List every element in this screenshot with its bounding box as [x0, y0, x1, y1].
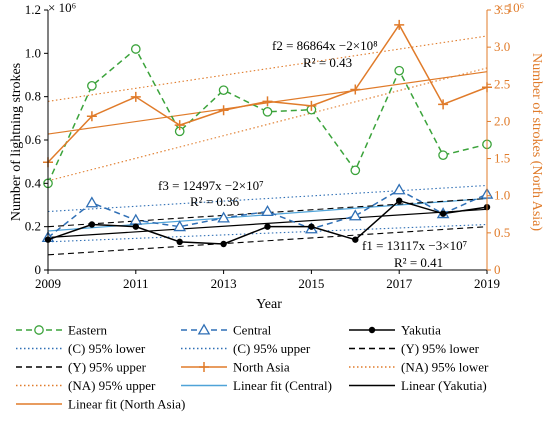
data-point-eastern: [130, 44, 141, 54]
legend-label-north-asia: North Asia: [233, 360, 290, 375]
annotation-f3-r2: R² = 0.36: [190, 194, 240, 209]
fit-line-y-95-upper: [47, 197, 488, 228]
legend-marker-north-asia: [199, 362, 209, 372]
right-axis-multiplier: × 10⁶: [496, 0, 524, 15]
y-left-tick-label: 1.0: [25, 45, 41, 60]
data-point-yakutia: [352, 236, 359, 243]
x-tick-label: 2019: [474, 276, 500, 291]
y-left-tick-label: 0.4: [25, 175, 42, 190]
legend-marker-central: [197, 323, 211, 335]
legend-label-y-95-lower: (Y) 95% lower: [401, 341, 480, 356]
annotation-f3-equation: f3 = 12497x −2×10⁷: [158, 178, 264, 193]
legend-label-c-95-upper: (C) 95% upper: [233, 341, 311, 356]
legend-label-y-95-upper: (Y) 95% upper: [68, 360, 147, 375]
data-point-north-asia: [174, 120, 185, 131]
legend-marker-eastern: [34, 325, 44, 335]
data-point-north-asia: [262, 96, 273, 107]
data-point-yakutia: [88, 221, 96, 228]
legend-label-na-95-upper: (NA) 95% upper: [68, 378, 156, 393]
y-left-tick-label: 1.2: [25, 2, 41, 17]
fit-lines-group: [47, 35, 488, 256]
y-right-tick-label: 2.0: [494, 113, 510, 128]
data-point-north-asia: [394, 19, 405, 30]
y-left-tick-label: 0.8: [25, 89, 41, 104]
annotation-f1-equation: f1 = 13117x −3×10⁷: [362, 238, 467, 253]
fit-line-na-95-upper: [47, 35, 488, 102]
y-right-tick-label: 3.5: [494, 2, 510, 17]
y-axis-left-title: Number of lightning strokes: [9, 63, 24, 221]
x-axis-title: Year: [256, 297, 282, 312]
data-point-eastern: [218, 85, 229, 96]
legend-label-eastern: Eastern: [68, 323, 107, 338]
data-point-central: [217, 211, 230, 223]
y-left-tick-label: 0.2: [25, 219, 41, 234]
y-left-tick-label: 0.6: [25, 132, 42, 147]
data-point-north-asia: [438, 99, 449, 110]
data-point-yakutia: [396, 197, 403, 204]
data-point-north-asia: [350, 84, 361, 95]
data-point-yakutia: [308, 223, 315, 230]
y-axis-right-title: Number of strokes (North Asia): [529, 53, 544, 231]
y-left-tick-label: 0: [35, 262, 42, 277]
legend-label-na-95-lower: (NA) 95% lower: [401, 360, 489, 375]
annotation-f2-equation: f2 = 86864x −2×10⁸: [272, 38, 378, 53]
data-point-north-asia: [306, 100, 317, 111]
data-point-yakutia: [264, 223, 271, 230]
data-point-central: [129, 213, 143, 225]
data-point-central: [261, 204, 274, 217]
annotation-f2-r2: R² = 0.43: [303, 55, 352, 70]
y-right-tick-label: 0.5: [494, 225, 510, 240]
data-point-eastern: [87, 80, 97, 91]
fit-line-c-95-lower: [47, 223, 488, 243]
legend-label-c-95-lower: (C) 95% lower: [68, 341, 146, 356]
left-axis-multiplier: × 10⁶: [48, 0, 76, 15]
y-right-tick-label: 1.5: [494, 151, 510, 166]
axes-group: 2009 2011 2013 2015 2017 201900.20.40.60.81.0…: [25, 2, 511, 291]
legend-label-linear-fit-north-asia: Linear fit (North Asia): [68, 397, 185, 412]
fit-line-linear-yakutia: [47, 208, 488, 239]
legend: Eastern Central Yakutia (C) 95% lower (C) 95…: [16, 323, 489, 412]
x-tick-label: 2015: [298, 276, 324, 291]
data-point-eastern: [394, 65, 405, 76]
data-point-eastern: [262, 106, 273, 117]
data-point-eastern: [350, 165, 361, 176]
fit-line-c-95-upper: [47, 184, 488, 213]
data-point-central: [392, 183, 406, 195]
legend-label-linear-fit-central: Linear fit (Central): [233, 378, 332, 393]
x-tick-label: 2013: [211, 276, 237, 291]
fit-line-y-95-lower: [47, 226, 488, 256]
series-line-eastern: [47, 47, 488, 184]
data-point-north-asia: [130, 91, 141, 102]
data-point-north-asia: [218, 105, 229, 116]
data-point-central: [85, 196, 99, 208]
x-tick-label: 2009: [35, 276, 61, 291]
y-right-tick-label: 1.0: [494, 188, 510, 203]
legend-label-yakutia: Yakutia: [401, 323, 441, 338]
data-point-yakutia: [220, 240, 227, 248]
legend-label-linear-yakutia: Linear (Yakutia): [401, 378, 487, 393]
data-point-yakutia: [176, 238, 183, 246]
annotation-f1-r2: R² = 0.41: [394, 255, 443, 270]
data-point-eastern: [438, 150, 448, 161]
data-point-central: [348, 209, 362, 221]
legend-marker-yakutia: [368, 326, 376, 334]
y-right-tick-label: 2.5: [494, 76, 510, 91]
data-point-central: [173, 220, 187, 232]
data-point-yakutia: [132, 223, 139, 230]
y-right-tick-label: 0: [494, 262, 501, 277]
data-point-yakutia: [439, 210, 447, 217]
legend-label-central: Central: [233, 323, 272, 338]
y-right-tick-label: 3.0: [494, 39, 510, 54]
data-point-north-asia: [86, 111, 97, 122]
x-tick-label: 2017: [386, 276, 413, 291]
x-tick-label: 2011: [123, 276, 149, 291]
